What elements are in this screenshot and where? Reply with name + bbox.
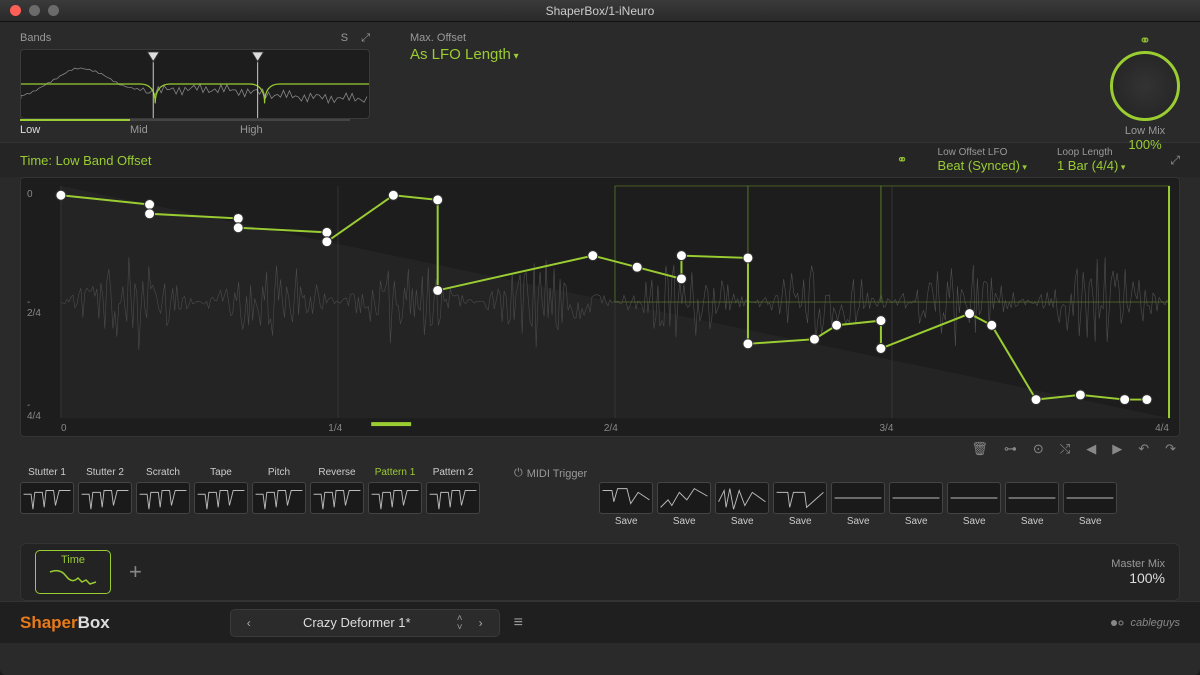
master-mix-label: Master Mix — [1111, 558, 1165, 570]
preset-name[interactable]: Crazy Deformer 1* — [267, 615, 447, 630]
preset-tape[interactable]: Tape — [194, 467, 248, 514]
randomize-icon[interactable]: ⤭ — [1060, 441, 1070, 457]
bands-label: Bands — [20, 32, 51, 45]
plugin-window: Bands S ⤢ LowMidHigh Max. Offset As LFO … — [0, 22, 1200, 675]
undo-icon[interactable]: ↶ — [1138, 441, 1149, 457]
preset-stepper[interactable]: ˄˅ — [457, 614, 463, 632]
redo-icon[interactable]: ↷ — [1165, 441, 1176, 457]
lfo-editor[interactable]: 0- 2/4- 4/4 01/42/43/44/4 — [20, 177, 1180, 437]
expand-bands-icon[interactable]: ⤢ — [361, 32, 370, 44]
loop-length-dropdown[interactable]: Loop Length 1 Bar (4/4) — [1057, 147, 1125, 173]
next-preset-button[interactable]: › — [473, 616, 489, 630]
max-offset-label: Max. Offset — [410, 32, 519, 44]
time-module[interactable]: Time — [35, 550, 111, 594]
save-slot-8[interactable]: Save — [1005, 467, 1059, 527]
nudge-left-icon[interactable]: ◀ — [1086, 441, 1096, 457]
save-slot-1[interactable]: Save — [599, 467, 653, 527]
save-slot-5[interactable]: Save — [831, 467, 885, 527]
delete-icon[interactable]: 🗑 — [971, 441, 988, 457]
preset-pitch[interactable]: Pitch — [252, 467, 306, 514]
save-slot-7[interactable]: Save — [947, 467, 1001, 527]
save-slot-4[interactable]: Save — [773, 467, 827, 527]
max-offset-control[interactable]: Max. Offset As LFO Length — [410, 32, 519, 142]
company-logo: cableguys — [1110, 617, 1180, 629]
window-titlebar: ShaperBox/1-iNeuro — [0, 0, 1200, 22]
save-slot-2[interactable]: Save — [657, 467, 711, 527]
preset-pattern-1[interactable]: Pattern 1 — [368, 467, 422, 514]
lfo-mode-dropdown[interactable]: Low Offset LFO Beat (Synced) — [938, 147, 1027, 173]
window-title: ShaperBox/1-iNeuro — [0, 4, 1200, 18]
module-label: Time — [36, 554, 110, 566]
band-tab-high[interactable]: High — [240, 119, 350, 139]
solo-button[interactable]: S — [341, 32, 348, 44]
preset-browser[interactable]: ‹ Crazy Deformer 1* ˄˅ › — [230, 609, 500, 637]
brand-logo: ShaperBox — [20, 613, 110, 633]
link-icon[interactable]: ⊶ — [1004, 441, 1017, 457]
menu-icon[interactable]: ≡ — [514, 614, 523, 632]
snap-icon[interactable]: ⊙ — [1033, 441, 1044, 457]
prev-preset-button[interactable]: ‹ — [241, 616, 257, 630]
power-icon: ⏻ — [514, 467, 523, 480]
band-tab-low[interactable]: Low — [20, 119, 130, 139]
midi-trigger-label[interactable]: ⏻ MIDI Trigger — [514, 467, 587, 480]
lfo-link-icon[interactable]: ⚭ — [897, 152, 908, 168]
save-slot-6[interactable]: Save — [889, 467, 943, 527]
max-offset-value[interactable]: As LFO Length — [410, 46, 519, 63]
nudge-right-icon[interactable]: ▶ — [1112, 441, 1122, 457]
bands-panel: Bands S ⤢ LowMidHigh — [20, 32, 370, 142]
save-slot-3[interactable]: Save — [715, 467, 769, 527]
link-icon[interactable]: ⚭ — [1110, 32, 1180, 49]
save-slot-9[interactable]: Save — [1063, 467, 1117, 527]
preset-scratch[interactable]: Scratch — [136, 467, 190, 514]
preset-reverse[interactable]: Reverse — [310, 467, 364, 514]
preset-stutter-2[interactable]: Stutter 2 — [78, 467, 132, 514]
add-module-button[interactable]: + — [129, 559, 142, 585]
band-tab-mid[interactable]: Mid — [130, 119, 240, 139]
master-mix-value: 100% — [1111, 570, 1165, 586]
preset-stutter-1[interactable]: Stutter 1 — [20, 467, 74, 514]
bands-spectrum-display[interactable] — [20, 49, 370, 119]
expand-editor-icon[interactable]: ⤢ — [1170, 153, 1180, 168]
editor-title: Time: Low Band Offset — [20, 153, 152, 168]
preset-pattern-2[interactable]: Pattern 2 — [426, 467, 480, 514]
mix-knob-label: Low Mix — [1110, 125, 1180, 137]
mix-knob[interactable] — [1110, 51, 1180, 121]
